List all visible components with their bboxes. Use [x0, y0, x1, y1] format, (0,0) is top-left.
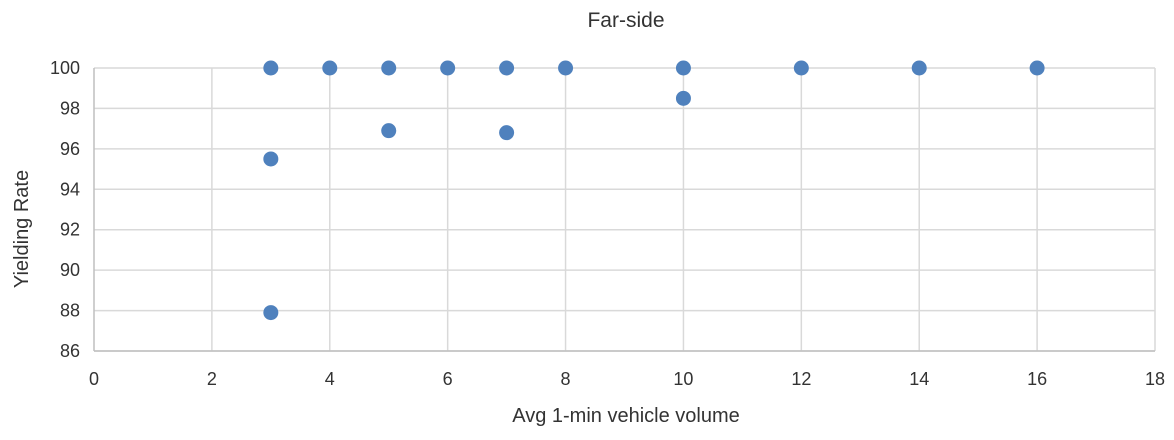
y-tick-label: 88 [60, 301, 80, 321]
x-tick-label: 4 [325, 369, 335, 389]
x-tick-label: 8 [561, 369, 571, 389]
data-point [440, 60, 456, 76]
data-point [263, 60, 279, 76]
y-tick-labels: 86 88 90 92 94 96 98 100 [50, 58, 80, 361]
y-axis-title: Yielding Rate [11, 170, 33, 288]
x-axis-title: Avg 1-min vehicle volume [512, 405, 740, 427]
y-tick-label: 96 [60, 139, 80, 159]
axes [93, 68, 1155, 352]
data-point [558, 60, 574, 76]
data-point [1029, 60, 1045, 76]
x-tick-label: 2 [207, 369, 217, 389]
data-point [793, 60, 809, 76]
y-tick-label: 100 [50, 58, 80, 78]
x-tick-label: 0 [89, 369, 99, 389]
data-point [263, 305, 279, 321]
data-point [499, 125, 515, 141]
data-point [263, 151, 279, 167]
x-tick-label: 6 [443, 369, 453, 389]
data-point [675, 60, 691, 76]
x-tick-label: 10 [673, 369, 693, 389]
gridlines [94, 67, 1156, 352]
data-points [263, 60, 1045, 321]
y-tick-label: 86 [60, 341, 80, 361]
x-tick-label: 12 [791, 369, 811, 389]
x-tick-labels: 0 2 4 6 8 10 12 14 16 18 [89, 369, 1165, 389]
y-tick-label: 92 [60, 220, 80, 240]
y-tick-label: 94 [60, 179, 80, 199]
data-point [499, 60, 515, 76]
data-point [322, 60, 338, 76]
x-tick-label: 16 [1027, 369, 1047, 389]
data-point [911, 60, 927, 76]
x-tick-label: 18 [1145, 369, 1165, 389]
data-point [675, 90, 691, 106]
data-point [381, 123, 397, 139]
chart-title: Far-side [587, 9, 664, 32]
x-tick-label: 14 [909, 369, 929, 389]
y-tick-label: 90 [60, 260, 80, 280]
data-point [381, 60, 397, 76]
y-tick-label: 98 [60, 98, 80, 118]
